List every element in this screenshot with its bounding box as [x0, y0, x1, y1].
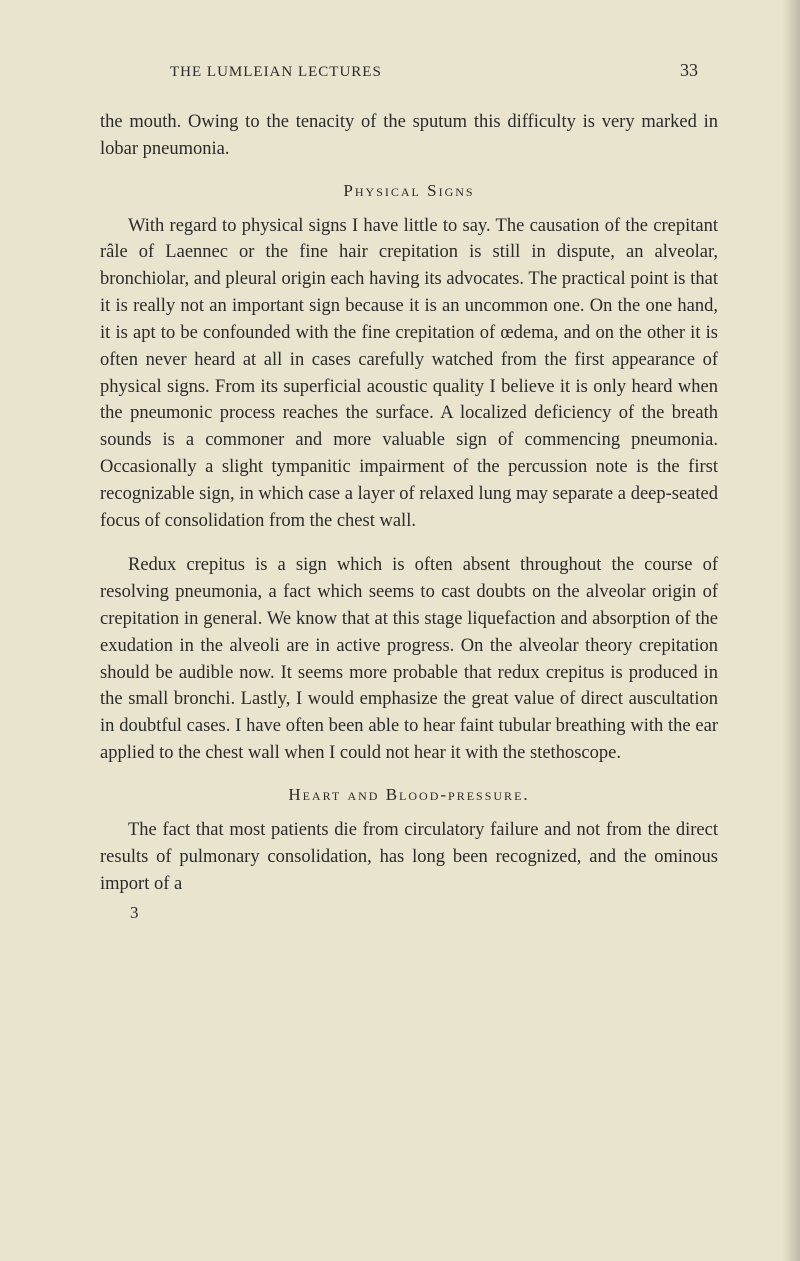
- running-title: THE LUMLEIAN LECTURES: [170, 64, 382, 81]
- section2-para1: The fact that most patients die from cir…: [100, 817, 718, 897]
- section-heading-heart-bp: Heart and Blood-pressure.: [100, 785, 718, 805]
- section1-para1: With regard to physical signs I have lit…: [100, 213, 718, 535]
- section1-para2: Redux crepitus is a sign which is often …: [100, 552, 718, 767]
- signature-number: 3: [130, 903, 718, 923]
- page-number: 33: [680, 60, 698, 81]
- intro-paragraph: the mouth. Owing to the tenacity of the …: [100, 109, 718, 163]
- page-header: THE LUMLEIAN LECTURES 33: [100, 60, 718, 81]
- page-edge-shadow: [782, 0, 800, 1261]
- section-heading-physical-signs: Physical Signs: [100, 181, 718, 201]
